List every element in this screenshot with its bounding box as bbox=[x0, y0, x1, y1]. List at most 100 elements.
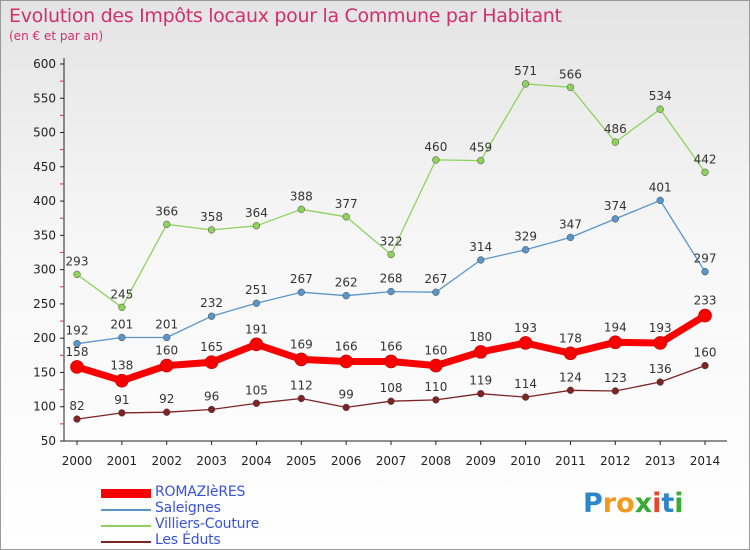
data-label: 160 bbox=[694, 346, 717, 360]
data-label: 99 bbox=[339, 387, 354, 401]
data-label: 245 bbox=[110, 287, 133, 301]
data-label: 91 bbox=[114, 393, 129, 407]
data-label: 112 bbox=[290, 378, 313, 392]
y-tick-label: 600 bbox=[33, 57, 56, 71]
data-label: 105 bbox=[245, 383, 268, 397]
data-point bbox=[207, 312, 216, 320]
data-point bbox=[342, 292, 350, 300]
data-label: 92 bbox=[159, 392, 174, 406]
data-label: 251 bbox=[245, 283, 268, 297]
data-label: 180 bbox=[469, 330, 492, 344]
data-label: 191 bbox=[245, 322, 268, 336]
chart-title: Evolution des Impôts locaux pour la Comm… bbox=[9, 5, 562, 27]
y-tick-label: 450 bbox=[33, 160, 56, 174]
x-tick-label: 2014 bbox=[690, 454, 721, 468]
data-label: 119 bbox=[469, 374, 492, 388]
data-point bbox=[342, 403, 350, 412]
x-tick-label: 2008 bbox=[421, 454, 452, 468]
data-point bbox=[73, 270, 81, 279]
data-label: 193 bbox=[514, 321, 537, 335]
data-point bbox=[429, 358, 443, 373]
data-point bbox=[566, 386, 575, 394]
data-point bbox=[477, 256, 485, 264]
logo-letter: i bbox=[674, 488, 684, 519]
data-label: 460 bbox=[424, 140, 447, 154]
data-label: 201 bbox=[155, 317, 178, 331]
data-label: 329 bbox=[514, 230, 537, 244]
data-label: 193 bbox=[649, 321, 672, 335]
data-label: 192 bbox=[66, 324, 89, 338]
data-label: 267 bbox=[290, 272, 313, 286]
data-point bbox=[115, 373, 129, 388]
data-point bbox=[387, 287, 395, 296]
legend-swatch bbox=[101, 489, 151, 498]
data-point bbox=[432, 396, 440, 404]
data-point bbox=[387, 397, 395, 405]
logo-letter: t bbox=[661, 488, 675, 519]
x-tick-label: 2001 bbox=[107, 454, 138, 468]
legend-swatch bbox=[101, 525, 151, 527]
data-point bbox=[653, 336, 667, 350]
data-point bbox=[521, 393, 530, 401]
data-point bbox=[252, 399, 261, 407]
data-label: 123 bbox=[604, 371, 627, 385]
data-label: 267 bbox=[424, 272, 447, 286]
data-label: 194 bbox=[604, 320, 627, 334]
data-point bbox=[473, 345, 488, 359]
data-point bbox=[207, 405, 216, 414]
data-point bbox=[159, 358, 174, 373]
data-label: 178 bbox=[559, 331, 582, 345]
chart-subtitle: (en € et par an) bbox=[9, 29, 104, 43]
data-label: 110 bbox=[424, 380, 447, 394]
data-label: 82 bbox=[69, 399, 84, 413]
legend-label: Villiers-Couture bbox=[155, 516, 259, 532]
data-point bbox=[207, 226, 216, 234]
data-point bbox=[432, 288, 440, 296]
series-points bbox=[70, 80, 712, 423]
data-point bbox=[204, 355, 219, 369]
legend-swatch bbox=[101, 541, 151, 543]
proxiti-logo: Proxiti bbox=[583, 488, 684, 519]
data-point bbox=[73, 415, 81, 423]
logo-letter: i bbox=[652, 488, 662, 519]
data-point bbox=[701, 168, 709, 176]
data-label: 459 bbox=[469, 141, 492, 155]
data-point bbox=[611, 138, 619, 146]
data-point bbox=[294, 352, 309, 367]
data-point bbox=[566, 83, 575, 91]
data-label: 377 bbox=[335, 197, 358, 211]
data-point bbox=[518, 336, 533, 350]
y-tick-label: 550 bbox=[33, 91, 56, 105]
data-label: 114 bbox=[514, 377, 537, 391]
data-label: 165 bbox=[200, 340, 223, 354]
logo-letter: P bbox=[583, 488, 603, 519]
data-point bbox=[656, 105, 664, 113]
data-point bbox=[163, 408, 171, 416]
data-label: 96 bbox=[204, 389, 219, 403]
data-label: 566 bbox=[559, 67, 582, 81]
x-tick-label: 2012 bbox=[600, 454, 631, 468]
data-point bbox=[477, 156, 485, 165]
y-tick-label: 300 bbox=[33, 263, 56, 277]
y-tick-label: 150 bbox=[33, 365, 56, 379]
data-point bbox=[701, 361, 709, 370]
y-tick-label: 50 bbox=[41, 434, 56, 448]
data-point bbox=[566, 233, 575, 242]
x-tick-label: 2010 bbox=[510, 454, 541, 468]
data-point bbox=[70, 360, 84, 374]
data-label: 314 bbox=[469, 240, 492, 254]
data-point bbox=[249, 337, 264, 352]
data-label: 322 bbox=[380, 235, 403, 249]
data-point bbox=[252, 222, 261, 230]
x-tick-label: 2004 bbox=[241, 454, 272, 468]
data-label: 268 bbox=[380, 272, 403, 286]
data-labels: 82 91 92 96 105 112 99 108 110 119 114 124 123 136 160… bbox=[66, 64, 717, 413]
data-point bbox=[477, 390, 485, 398]
data-label: 262 bbox=[335, 276, 358, 290]
data-point bbox=[611, 387, 619, 395]
data-label: 160 bbox=[155, 344, 178, 358]
data-point bbox=[297, 394, 305, 403]
data-point bbox=[521, 246, 530, 254]
data-point bbox=[656, 196, 664, 205]
